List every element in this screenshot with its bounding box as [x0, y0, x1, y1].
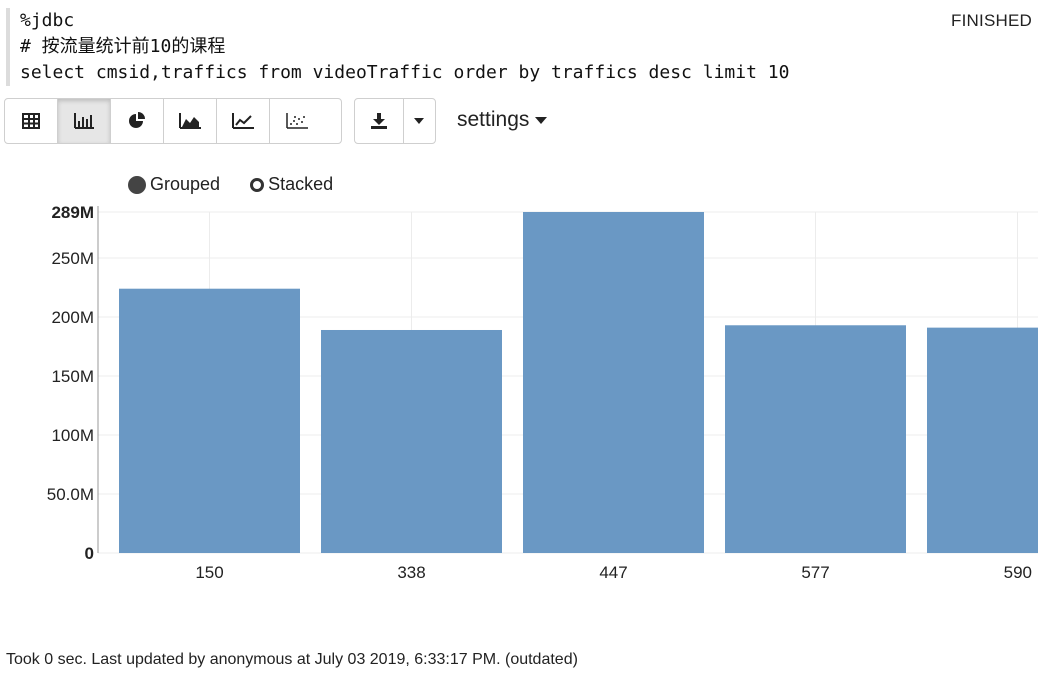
stacked-label: Stacked	[268, 174, 333, 195]
area-chart-icon	[179, 113, 201, 129]
paragraph-footer: Took 0 sec. Last updated by anonymous at…	[6, 651, 578, 669]
pie-chart-icon	[128, 112, 146, 130]
stacked-option[interactable]: Stacked	[250, 174, 333, 195]
code-line-query[interactable]: select cmsid,traffics from videoTraffic …	[20, 60, 920, 86]
y-tick-label: 289M	[51, 203, 94, 222]
area-chart-button[interactable]	[164, 99, 217, 143]
line-chart-icon	[232, 113, 254, 129]
code-line-comment[interactable]: # 按流量统计前10的课程	[20, 34, 920, 60]
bar-chart: 0 50.0M 100M 150M 200M 250M 289M 150 338 447 577 59…	[0, 196, 1058, 596]
y-tick-label: 50.0M	[47, 485, 94, 504]
download-icon	[370, 112, 388, 130]
code-line-interpreter[interactable]: %jdbc	[20, 8, 920, 34]
grouped-label: Grouped	[150, 174, 220, 195]
grouping-legend: Grouped Stacked	[128, 174, 333, 195]
settings-toggle[interactable]: settings	[457, 108, 547, 132]
download-button[interactable]	[355, 99, 404, 143]
x-tick-label: 447	[599, 563, 627, 582]
bar[interactable]	[725, 325, 906, 553]
table-view-button[interactable]	[5, 99, 58, 143]
radio-unselected-icon	[250, 178, 264, 192]
visualization-button-group	[4, 98, 342, 144]
x-tick-label: 338	[397, 563, 425, 582]
bar[interactable]	[927, 328, 1038, 553]
line-chart-button[interactable]	[217, 99, 270, 143]
bar-chart-button[interactable]	[58, 99, 111, 143]
y-tick-label: 100M	[51, 426, 94, 445]
scatter-chart-button[interactable]	[270, 99, 323, 143]
settings-label: settings	[457, 108, 529, 132]
x-tick-label: 150	[195, 563, 223, 582]
y-tick-label: 250M	[51, 249, 94, 268]
bar-chart-icon	[74, 113, 94, 129]
code-editor[interactable]: %jdbc # 按流量统计前10的课程 select cmsid,traffic…	[6, 8, 920, 86]
radio-selected-icon	[128, 176, 146, 194]
x-tick-label: 577	[801, 563, 829, 582]
y-tick-label: 150M	[51, 367, 94, 386]
grouped-option[interactable]: Grouped	[128, 174, 220, 195]
y-tick-label: 0	[85, 544, 94, 563]
y-tick-label: 200M	[51, 308, 94, 327]
chevron-down-icon	[414, 118, 424, 124]
bar[interactable]	[321, 330, 502, 553]
download-dropdown-button[interactable]	[404, 99, 435, 143]
scatter-chart-icon	[286, 113, 308, 129]
chevron-down-icon	[535, 117, 547, 124]
bar[interactable]	[119, 289, 300, 553]
download-button-group	[354, 98, 436, 144]
x-tick-label: 590	[1004, 563, 1032, 582]
table-icon	[22, 113, 40, 129]
bar[interactable]	[523, 212, 704, 553]
pie-chart-button[interactable]	[111, 99, 164, 143]
paragraph-status: FINISHED	[951, 11, 1032, 31]
